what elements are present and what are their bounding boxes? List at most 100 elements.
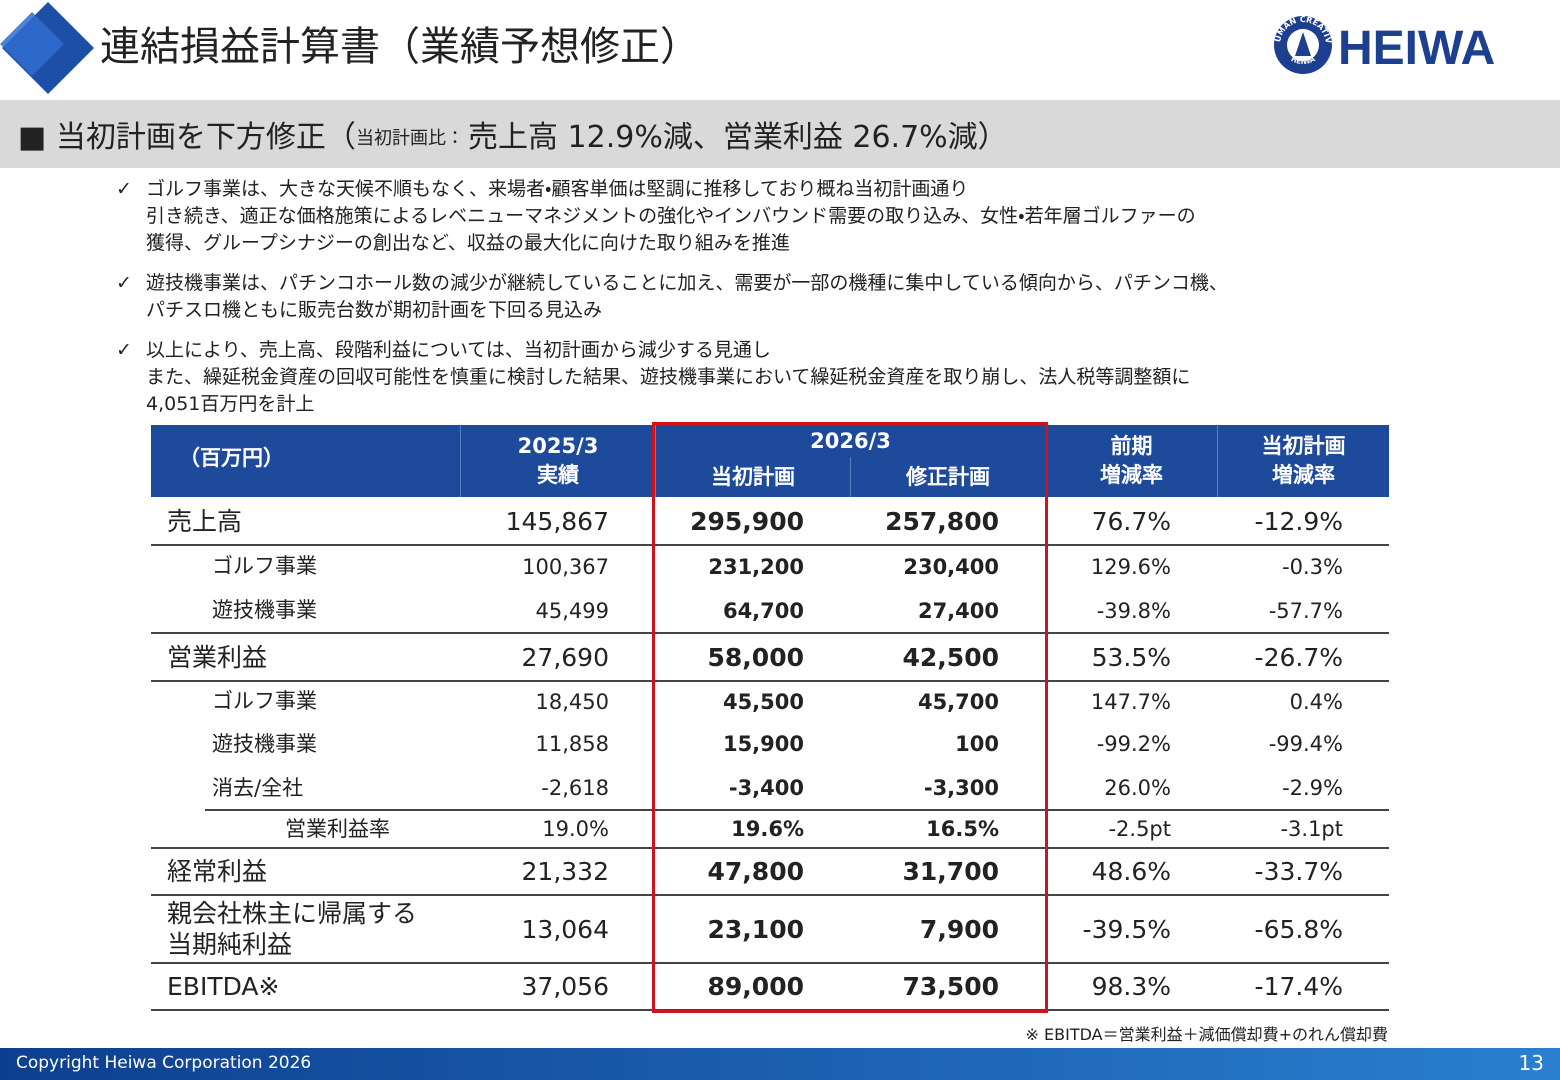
cell-value: 73,500 (902, 972, 999, 1001)
cell-value: 47,800 (707, 857, 804, 886)
cell-value: 37,056 (521, 972, 609, 1001)
cell-value: -17.4% (1254, 972, 1343, 1001)
cell-value: 100,367 (522, 554, 609, 579)
cell-value: 45,500 (722, 689, 804, 714)
cell-value: 16.5% (926, 817, 999, 841)
header-text: 2026/3 (810, 428, 891, 453)
bullet-line: 獲得、グループシナジーの創出など、収益の最大化に向けた取り組みを推進 (146, 232, 790, 254)
header-cell: 前期 増減率 (1045, 425, 1217, 497)
cell-value: -0.3% (1282, 554, 1343, 579)
row-divider (151, 847, 1389, 849)
cell-value: 230,400 (903, 554, 999, 579)
cell-value: 100 (955, 732, 999, 756)
cell-value: -2.9% (1282, 776, 1343, 800)
row-label-line: 営業利益率 (285, 816, 390, 841)
cell-value: -99.4% (1268, 732, 1343, 756)
cell-value: 27,690 (521, 642, 609, 672)
highlight-box (652, 422, 1048, 1013)
header-unit: （百万円） (151, 425, 460, 497)
cell-value: 48.6% (1091, 857, 1171, 886)
row-label-line: 親会社株主に帰属する (167, 899, 418, 928)
logo-ring-bottom: HEIWA (1290, 55, 1317, 66)
bullet-line: 以上により、売上高、段階利益については、当初計画から減少する見通し (146, 339, 771, 361)
bullet-line: ゴルフ事業は、大きな天候不順もなく、来場者・顧客単価は堅調に推移しており概ね当初… (146, 178, 969, 200)
row-label: 売上高 (167, 497, 242, 545)
row-label: 消去/全社 (212, 766, 303, 810)
cell-value: 64,700 (722, 598, 804, 623)
cell-value: 42,500 (902, 642, 999, 672)
row-label: 営業利益率 (285, 810, 390, 848)
header-group: 2026/3 (655, 425, 1045, 457)
row-label-line: 売上高 (167, 506, 243, 536)
cell-value: 13,064 (521, 914, 609, 944)
copyright: Copyright Heiwa Corporation 2026 (16, 1053, 312, 1073)
cell-value: 145,867 (505, 506, 609, 536)
cell-value: 295,900 (690, 506, 804, 536)
header-text: 2025/3 (517, 434, 599, 458)
cell-value: 45,499 (535, 598, 609, 623)
row-label-line: 営業利益 (167, 642, 268, 672)
header-text: （百万円） (179, 445, 284, 470)
row-label-line: 遊技機事業 (212, 731, 317, 756)
cell-value: -39.5% (1082, 914, 1171, 944)
bullet-line: 4,051百万円を計上 (146, 393, 315, 415)
cell-value: -3,400 (728, 776, 804, 800)
header-text: 当初計画 (711, 464, 795, 489)
row-label-line: EBITDA※ (167, 972, 280, 1001)
cell-value: -39.8% (1096, 598, 1171, 623)
page-number: 13 (1518, 1051, 1544, 1075)
diamond-logo (0, 2, 94, 94)
cell-value: 19.0% (542, 817, 609, 841)
cell-value: 18,450 (535, 689, 609, 714)
row-divider (151, 632, 1389, 634)
cell-value: 76.7% (1091, 506, 1171, 536)
row-label: 営業利益 (167, 633, 267, 681)
cell-value: -12.9% (1254, 506, 1343, 536)
row-label-line: 経常利益 (167, 857, 268, 886)
banner-small: 当初計画比： (356, 128, 464, 149)
cell-value: 147.7% (1090, 689, 1171, 714)
cell-value: 53.5% (1091, 642, 1171, 672)
cell-value: -33.7% (1254, 857, 1343, 886)
bullet-line: また、繰延税金資産の回収可能性を慎重に検討した結果、遊技機事業において繰延税金資… (146, 366, 1191, 388)
row-label-line: 当期純利益 (167, 930, 293, 959)
cell-value: -57.7% (1268, 598, 1343, 623)
svg-text:HEIWA: HEIWA (1290, 55, 1317, 66)
header-cell: 2025/3 実績 (460, 425, 655, 497)
row-divider (151, 544, 1389, 546)
row-label-line: ゴルフ事業 (212, 554, 317, 578)
row-label: ゴルフ事業 (212, 545, 317, 588)
cell-value: 11,858 (535, 732, 609, 756)
cell-value: 21,332 (521, 857, 609, 886)
check-mark: ✓ (116, 339, 132, 361)
cell-value: 23,100 (707, 914, 804, 944)
row-label: EBITDA※ (167, 963, 279, 1010)
cell-value: 45,700 (917, 689, 999, 714)
row-label-line: 遊技機事業 (212, 598, 317, 622)
header-text: 増減率 (1100, 463, 1163, 487)
row-label: 遊技機事業 (212, 588, 317, 633)
banner-main: 売上高 12.9%減、営業利益 26.7%減） (468, 120, 1008, 155)
cell-value: -3.1pt (1280, 817, 1343, 841)
cell-value: -26.7% (1254, 642, 1343, 672)
row-label: 親会社株主に帰属する 当期純利益 (167, 895, 417, 963)
header-text: 前期 (1110, 434, 1153, 458)
header-cell: 当初計画 (655, 457, 850, 497)
footnote: ※ EBITDA＝営業利益＋減価償却費+のれん償却費 (1025, 1025, 1388, 1044)
cell-value: 19.6% (731, 817, 804, 841)
row-label: 遊技機事業 (212, 722, 317, 766)
check-mark: ✓ (116, 178, 132, 200)
cell-value: 231,200 (708, 554, 804, 579)
summary-banner: ■ 当初計画を下方修正（ 当初計画比： 売上高 12.9%減、営業利益 26.7… (0, 100, 1560, 168)
header-text: 増減率 (1272, 463, 1335, 487)
cell-value: 89,000 (707, 972, 804, 1001)
row-divider (151, 680, 1389, 682)
cell-value: 26.0% (1104, 776, 1171, 800)
cell-value: -3,300 (923, 776, 999, 800)
cell-value: 15,900 (722, 732, 804, 756)
row-divider (151, 894, 1389, 896)
slide-title: 連結損益計算書（業績予想修正） (100, 24, 700, 70)
cell-value: -2.5pt (1108, 817, 1171, 841)
cell-value: 257,800 (885, 506, 999, 536)
